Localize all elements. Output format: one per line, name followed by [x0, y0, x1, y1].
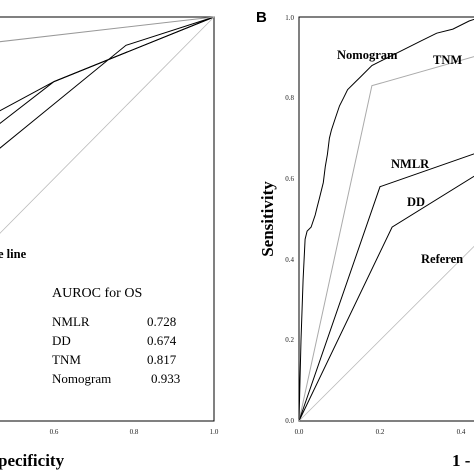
right-plot-frame — [298, 16, 474, 422]
right-curves — [298, 18, 474, 422]
right-y-tick: 0.4 — [285, 256, 294, 264]
auroc-row-value: 0.933 — [151, 371, 180, 386]
roc-curve-dd — [0, 16, 215, 149]
right-y-tick: 0.2 — [285, 336, 294, 344]
right-x-ticks: 0.0 0.2 0.4 — [295, 428, 466, 436]
auroc-table: AUROC for OS NMLR 0.728 DD 0.674 TNM 0.8… — [52, 286, 180, 386]
left-reference-line-label: e line — [0, 247, 27, 261]
roc-curve-reference-line — [298, 245, 474, 422]
right-y-tick: 0.6 — [285, 175, 294, 183]
right-panel: B 0.0 0.2 0.4 0.6 0.8 1.0 0.0 0.2 0.4 Se… — [256, 9, 474, 470]
left-plot-frame — [0, 16, 215, 422]
auroc-row-label: Nomogram — [52, 371, 111, 386]
roc-curve-nmlr — [298, 153, 474, 422]
auroc-row-label: NMLR — [52, 314, 90, 329]
right-x-tick: 0.0 — [295, 428, 304, 436]
auroc-row-label: TNM — [52, 352, 81, 367]
dd-label: DD — [407, 195, 425, 209]
roc-curve-tnm — [298, 56, 474, 422]
roc-curve-nomogram — [0, 16, 215, 43]
nmlr-label: NMLR — [391, 157, 430, 171]
right-y-tick: 0.8 — [285, 94, 294, 102]
tnm-label: TNM — [433, 53, 462, 67]
left-x-tick: 0.8 — [130, 428, 139, 436]
left-panel: 0.6 0.8 1.0 pecificity e line AUROC for … — [0, 16, 219, 470]
right-x-axis-label: 1 - — [452, 451, 471, 470]
reference-line-label: Referen — [421, 252, 463, 266]
roc-curve-reference-line — [0, 16, 215, 234]
auroc-row-value: 0.817 — [147, 352, 177, 367]
left-x-ticks: 0.6 0.8 1.0 — [50, 428, 219, 436]
auroc-row-value: 0.674 — [147, 333, 177, 348]
left-curves — [0, 16, 215, 234]
roc-curve-tnm — [0, 16, 215, 125]
roc-curve-dd — [298, 175, 474, 422]
left-x-axis-label: pecificity — [0, 451, 65, 470]
auroc-row-label: DD — [52, 333, 71, 348]
auroc-table-title: AUROC for OS — [52, 286, 142, 301]
left-x-tick: 1.0 — [210, 428, 219, 436]
right-x-tick: 0.4 — [457, 428, 466, 436]
left-x-tick: 0.6 — [50, 428, 59, 436]
roc-curve-nomogram — [298, 18, 474, 422]
panel-label-b: B — [256, 9, 267, 26]
right-y-tick: 0.0 — [285, 417, 294, 425]
right-y-axis-label: Sensitivity — [258, 181, 277, 257]
right-y-tick: 1.0 — [285, 14, 294, 22]
nomogram-label: Nomogram — [337, 48, 398, 62]
right-y-ticks: 0.0 0.2 0.4 0.6 0.8 1.0 — [285, 14, 294, 425]
right-x-tick: 0.2 — [376, 428, 385, 436]
auroc-row-value: 0.728 — [147, 314, 176, 329]
